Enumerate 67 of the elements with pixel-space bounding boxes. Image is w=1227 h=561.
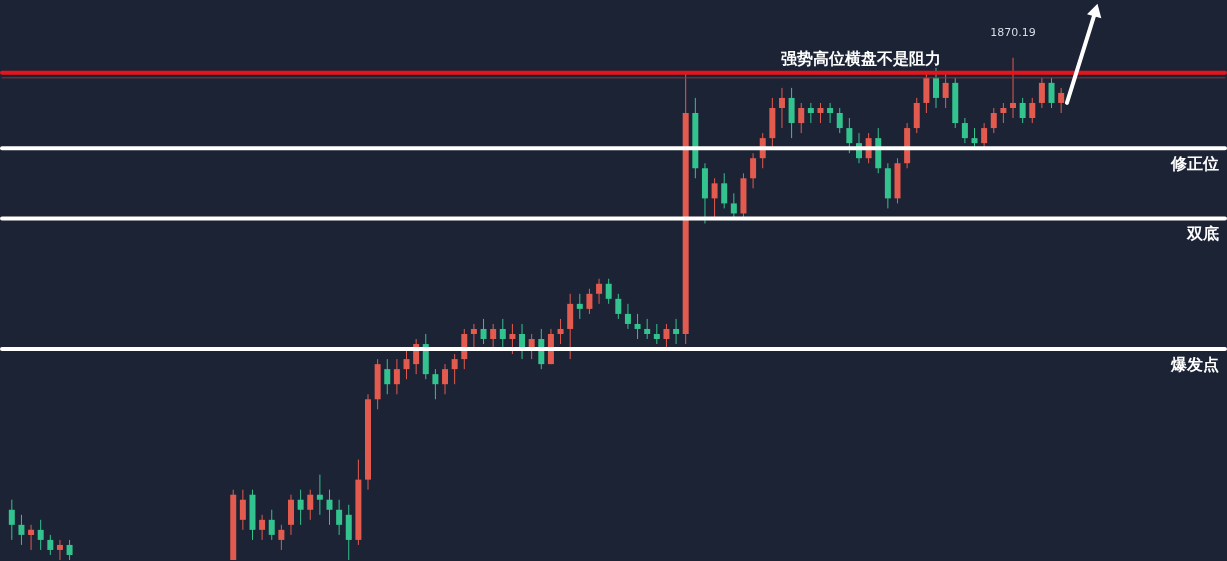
candlestick	[750, 152, 757, 189]
candlestick	[442, 363, 449, 395]
ref-line-label: 爆发点	[1170, 355, 1219, 375]
candlestick	[644, 318, 651, 340]
candlestick	[316, 474, 323, 516]
candlestick	[432, 368, 439, 400]
candlestick	[730, 192, 737, 219]
candlestick	[490, 323, 497, 350]
candlestick	[653, 323, 660, 345]
candlestick	[37, 519, 44, 551]
candlestick	[798, 102, 805, 134]
candlestick	[278, 524, 285, 551]
candlestick	[942, 72, 949, 109]
candlestick	[8, 499, 15, 541]
candlestick	[509, 323, 516, 355]
candlestick	[28, 524, 35, 551]
candlestick	[711, 177, 718, 219]
candlestick	[981, 122, 988, 149]
candlestick	[961, 117, 968, 144]
candlestick	[297, 489, 304, 526]
candlestick	[336, 499, 343, 536]
candlestick	[576, 293, 583, 320]
candlestick	[663, 323, 670, 350]
candlestick	[673, 318, 680, 345]
candlestick	[18, 514, 25, 546]
ref-line-label: 强势高位横盘不是阻力	[780, 48, 941, 68]
candlestick	[615, 293, 622, 320]
candlestick	[605, 278, 612, 305]
candlestick	[56, 539, 63, 561]
candlestick	[827, 102, 834, 124]
candlestick	[990, 107, 997, 134]
candlestick	[384, 358, 391, 395]
candlestick	[1029, 97, 1036, 124]
candlestick	[624, 303, 631, 330]
candlestick	[307, 489, 314, 521]
candlestick	[1058, 87, 1065, 114]
text: 1870.19	[990, 25, 1036, 39]
candlestick	[1038, 77, 1045, 109]
candlestick	[817, 102, 824, 124]
candlestick	[596, 278, 603, 305]
candlestick	[239, 489, 246, 531]
candlestick	[634, 313, 641, 340]
candlestick	[403, 348, 410, 380]
ref-line-label: 修正位	[1170, 154, 1219, 174]
ref-line-label: 双底	[1186, 224, 1219, 244]
candlestick	[499, 318, 506, 350]
candlestick	[480, 318, 487, 345]
candlestick	[586, 288, 593, 315]
candlestick	[47, 534, 54, 556]
candlestick	[1010, 57, 1017, 119]
candlestick	[1000, 102, 1007, 124]
candlestick	[259, 514, 266, 541]
candlestick	[1048, 77, 1055, 109]
candlestick	[807, 102, 814, 124]
candlestick	[721, 172, 728, 209]
candlestick	[66, 539, 73, 561]
candlestick	[836, 107, 843, 134]
candlestick	[268, 509, 275, 541]
candlestick	[778, 87, 785, 129]
candlestick	[557, 318, 564, 345]
candlestick	[1019, 97, 1026, 124]
candlestick	[933, 67, 939, 109]
candlestick	[470, 323, 477, 350]
candlestick	[846, 117, 853, 154]
candlestick	[393, 358, 400, 395]
candlestick	[451, 353, 458, 385]
candlestick	[326, 489, 333, 526]
